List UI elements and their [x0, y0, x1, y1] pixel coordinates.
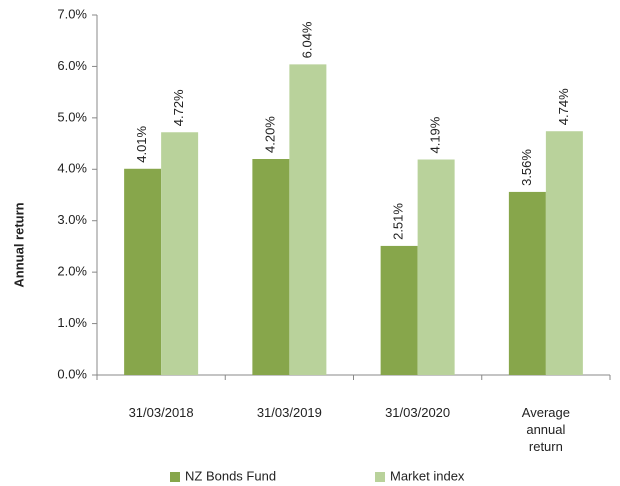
bar	[289, 64, 327, 375]
value-label: 4.01%	[134, 125, 149, 162]
legend-swatch	[170, 472, 180, 482]
bar	[545, 131, 583, 375]
bar	[124, 168, 162, 375]
value-label: 6.04%	[299, 21, 314, 58]
bar	[508, 191, 546, 375]
y-tick-label: 0.0%	[57, 366, 87, 381]
y-tick-label: 4.0%	[57, 161, 87, 176]
value-label: 3.56%	[519, 149, 534, 186]
value-label: 2.51%	[391, 203, 406, 240]
bar	[417, 159, 455, 375]
y-tick-label: 6.0%	[57, 58, 87, 73]
x-tick-label: Average annual return	[521, 405, 570, 454]
legend-swatch	[375, 472, 385, 482]
x-tick-label: 31/03/2019	[256, 405, 322, 420]
value-label: 4.72%	[171, 89, 186, 126]
x-tick-label: 31/03/2020	[385, 405, 451, 420]
value-label: 4.74%	[556, 88, 571, 125]
bar	[161, 132, 199, 375]
value-label: 4.20%	[262, 116, 277, 153]
y-tick-label: 1.0%	[57, 315, 87, 330]
y-tick-label: 7.0%	[57, 6, 87, 21]
y-axis-label: Annual return	[11, 202, 26, 287]
x-tick-label: 31/03/2018	[128, 405, 194, 420]
legend-label: Market index	[390, 468, 465, 483]
y-tick-label: 2.0%	[57, 264, 87, 279]
bar	[252, 159, 290, 375]
y-tick-label: 5.0%	[57, 109, 87, 124]
legend-label: NZ Bonds Fund	[185, 468, 276, 483]
y-tick-label: 3.0%	[57, 212, 87, 227]
bar	[380, 245, 418, 375]
value-label: 4.19%	[428, 116, 443, 153]
